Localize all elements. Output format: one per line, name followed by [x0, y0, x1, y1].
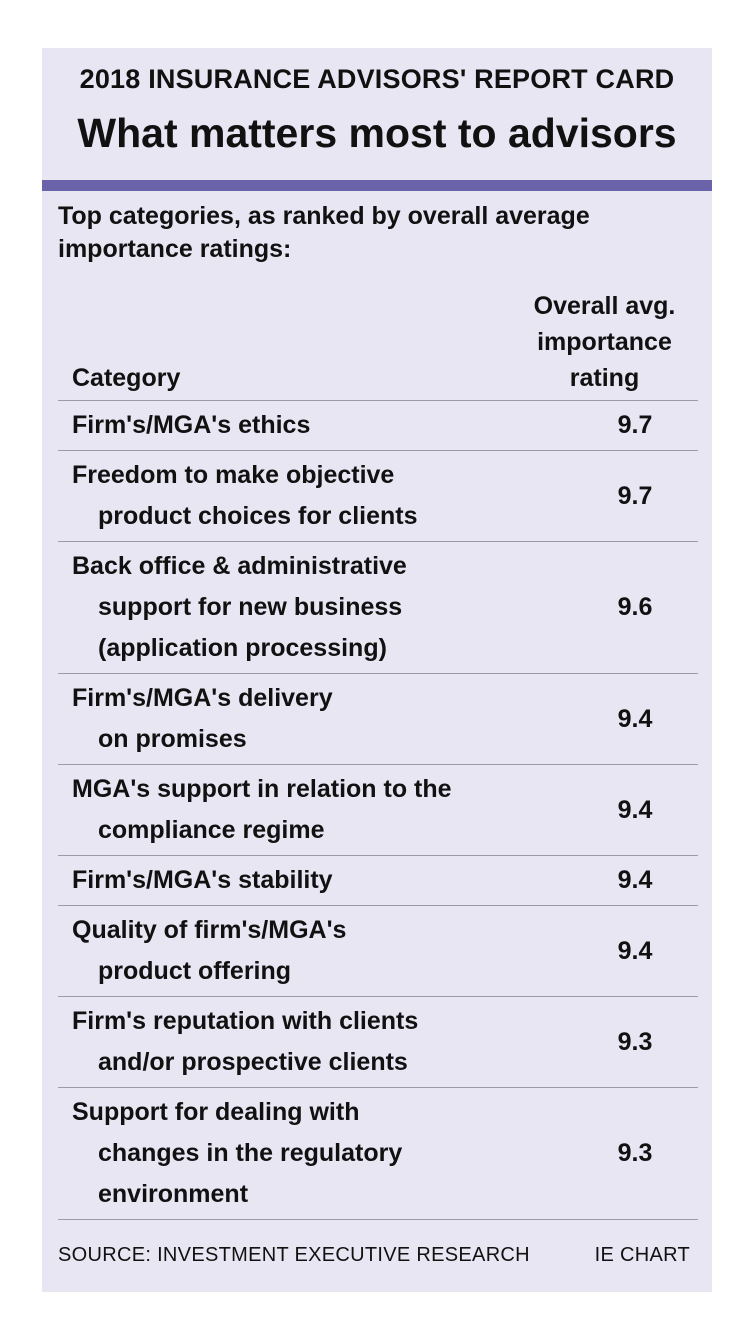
- row-category: Quality of firm's/MGA's product offering: [58, 906, 512, 996]
- category-line: and/or prospective clients: [98, 1048, 408, 1076]
- category-line: Quality of firm's/MGA's: [72, 916, 347, 944]
- row-rating-value: 9.3: [617, 1027, 653, 1056]
- category-line: compliance regime: [98, 816, 325, 844]
- column-header-rating: Overall avg. importance rating: [533, 292, 676, 392]
- table-row: Back office & administrative support for …: [58, 541, 698, 673]
- category-line: changes in the regulatory: [98, 1139, 403, 1167]
- row-rating-value: 9.4: [617, 866, 653, 894]
- row-category: Firm's/MGA's ethics: [58, 401, 512, 450]
- category-line: MGA's support in relation to the: [72, 775, 452, 803]
- row-rating-value: 9.7: [617, 411, 653, 439]
- category-line: Back office & administrative: [72, 552, 407, 580]
- category-line: Support for dealing with: [72, 1098, 360, 1126]
- category-line: Firm's reputation with clients: [72, 1007, 419, 1035]
- chart-credit: IE CHART: [594, 1244, 690, 1266]
- row-category: Firm's/MGA's delivery on promises: [58, 674, 512, 764]
- row-category: Freedom to make objective product choices…: [58, 451, 512, 541]
- chart-title: What matters most to advisors: [77, 110, 677, 156]
- table-row: Freedom to make objective product choices…: [58, 450, 698, 541]
- row-category: Firm's reputation with clients and/or pro…: [58, 997, 512, 1087]
- accent-bar: [42, 180, 712, 191]
- row-rating-value: 9.4: [617, 795, 653, 824]
- table-row: Firm's/MGA's stability 9.4: [58, 855, 698, 905]
- category-line: Firm's/MGA's ethics: [72, 411, 311, 439]
- category-line: Firm's/MGA's delivery: [72, 684, 333, 712]
- category-line: product choices for clients: [98, 502, 418, 530]
- chart-subtitle: Top categories, as ranked by overall ave…: [58, 202, 590, 263]
- table-row: Firm's reputation with clients and/or pro…: [58, 996, 698, 1087]
- table-row: Support for dealing with changes in the r…: [58, 1087, 698, 1220]
- row-category: Support for dealing with changes in the r…: [58, 1088, 512, 1219]
- category-line: support for new business: [98, 593, 403, 621]
- source-note: SOURCE: INVESTMENT EXECUTIVE RESEARCH: [58, 1244, 530, 1266]
- category-line: environment: [98, 1180, 249, 1208]
- table-row: Firm's/MGA's ethics 9.7: [58, 400, 698, 450]
- category-line: (application processing): [98, 634, 387, 662]
- table-row: Quality of firm's/MGA's product offering 9…: [58, 905, 698, 996]
- category-line: product offering: [98, 957, 292, 985]
- table-row: MGA's support in relation to the complian…: [58, 764, 698, 855]
- row-rating-value: 9.4: [617, 704, 653, 733]
- row-rating-value: 9.3: [617, 1139, 653, 1167]
- column-header-category: Category: [72, 364, 181, 392]
- row-category: MGA's support in relation to the complian…: [58, 765, 512, 855]
- table-row: Firm's/MGA's delivery on promises 9.4: [58, 673, 698, 764]
- category-line: on promises: [98, 725, 247, 753]
- row-category: Firm's/MGA's stability: [58, 856, 512, 905]
- row-category: Back office & administrative support for …: [58, 542, 512, 673]
- row-rating-value: 9.6: [617, 593, 653, 621]
- row-rating-value: 9.7: [617, 481, 653, 510]
- ratings-table: Firm's/MGA's ethics 9.7 Freedom to make ob…: [58, 400, 698, 1220]
- chart-panel: 2018 INSURANCE ADVISORS' REPORT CARD Wha…: [42, 48, 712, 1292]
- chart-kicker: 2018 INSURANCE ADVISORS' REPORT CARD: [79, 64, 675, 94]
- category-line: Freedom to make objective: [72, 461, 395, 489]
- row-rating-value: 9.4: [617, 936, 653, 965]
- category-line: Firm's/MGA's stability: [72, 866, 333, 894]
